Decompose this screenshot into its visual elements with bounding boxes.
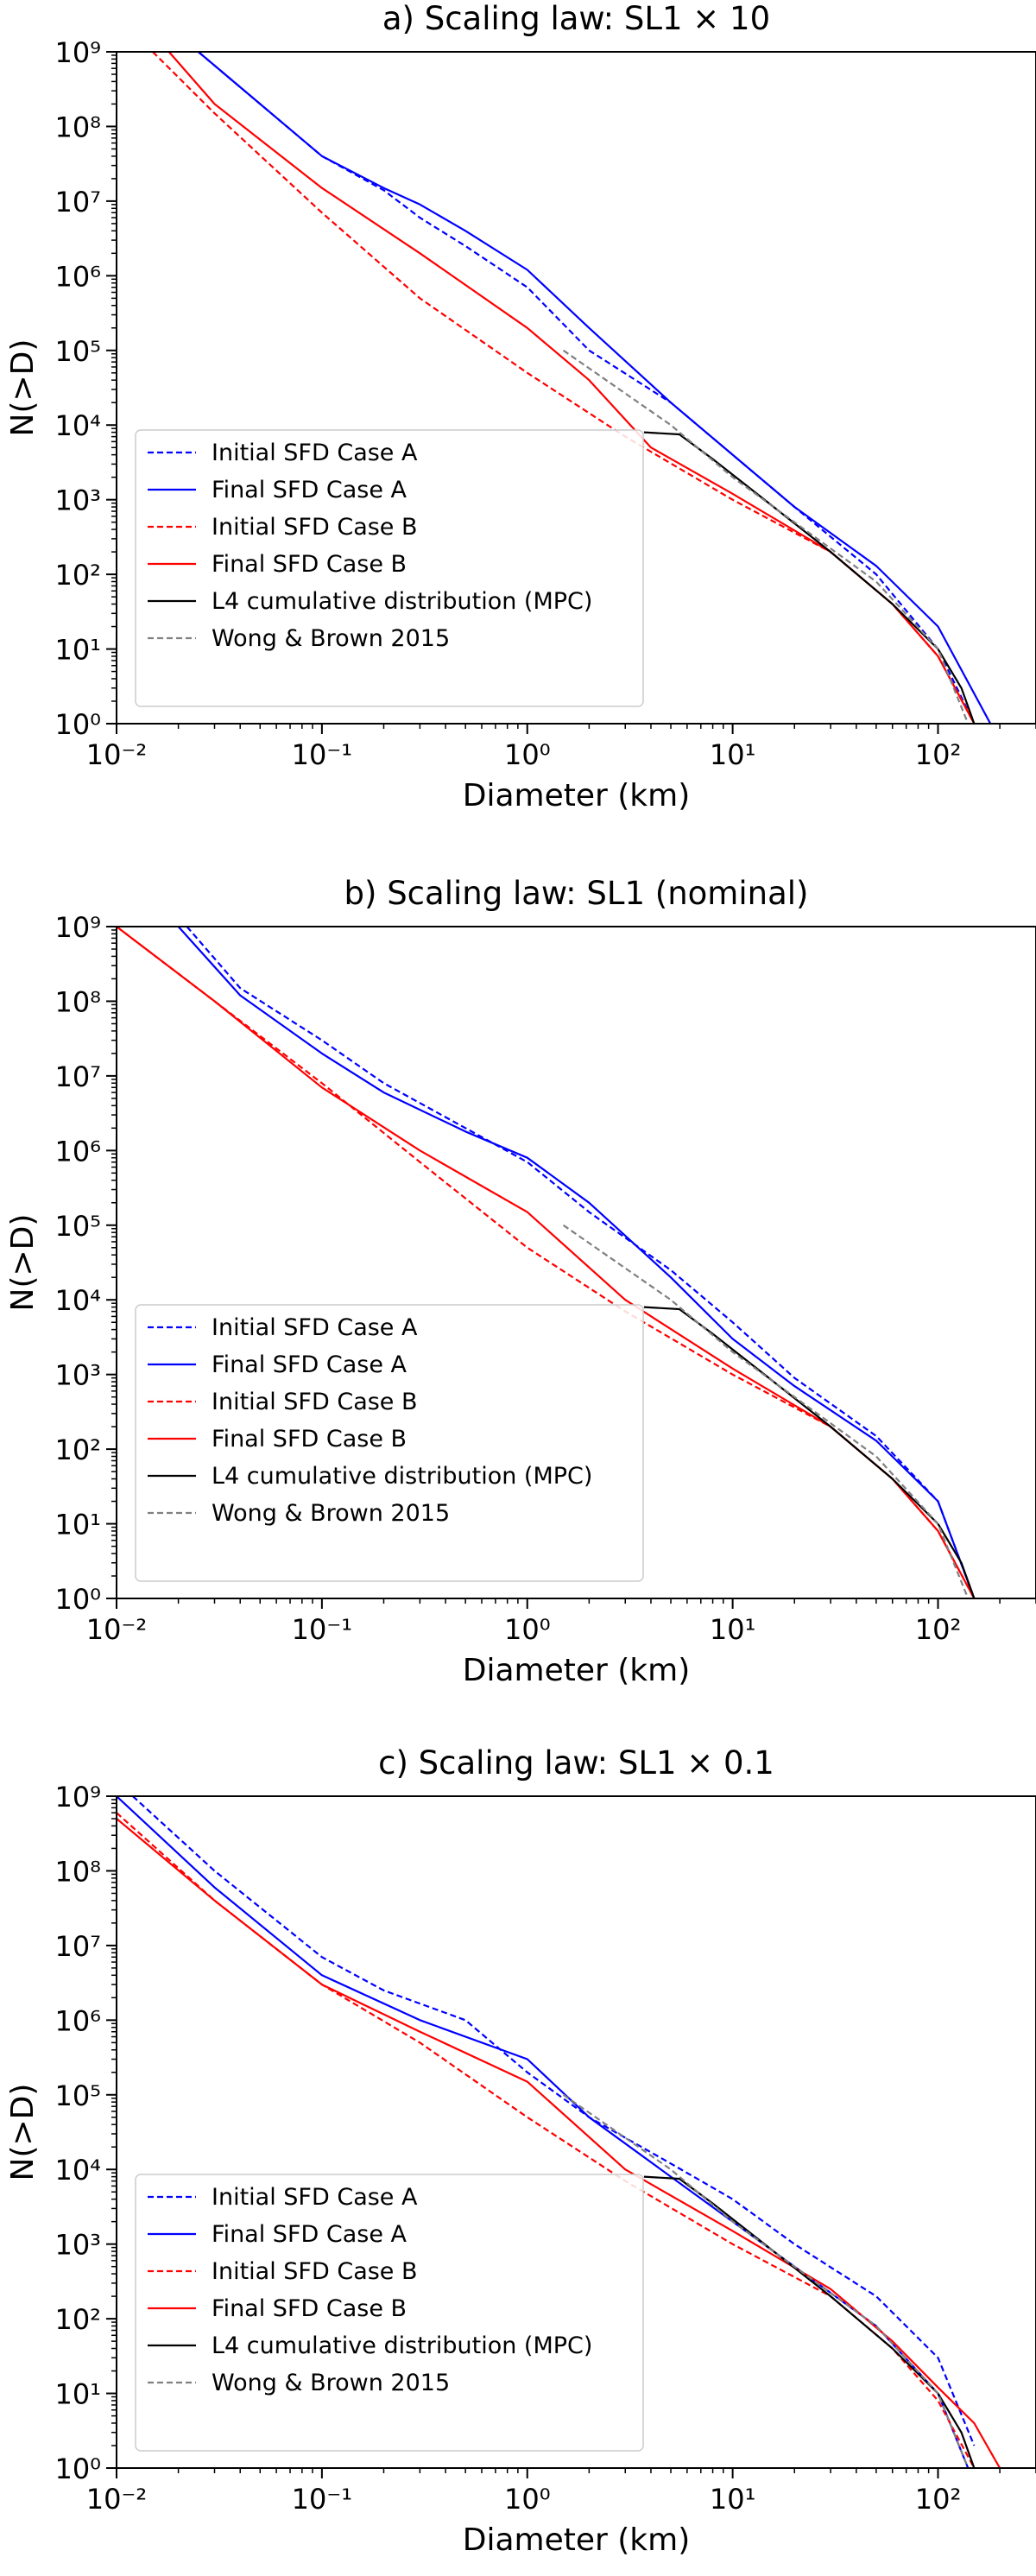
legend-label-final-sfd-case-b: Final SFD Case B [212, 1426, 407, 1453]
series-line-wong-brown-2015 [562, 1224, 970, 1598]
y-tick-label: 10⁰ [54, 708, 101, 741]
chart-panel-1: a) Scaling law: SL1 × 10 10⁻² 10⁻¹ 10⁰ 10¹ 10… [5, 0, 1036, 813]
y-tick-label: 10¹ [54, 634, 101, 667]
plot-frame [116, 1795, 1036, 2469]
x-tick-label: 10⁻¹ [292, 1613, 352, 1646]
legend: Initial SFD Case A Final SFD Case A Initia… [135, 1304, 644, 1582]
legend: Initial SFD Case A Final SFD Case A Initia… [135, 2174, 644, 2452]
plot-frame [116, 926, 1036, 1599]
legend-label-initial-sfd-case-b: Initial SFD Case B [212, 2258, 418, 2285]
series-line-final-sfd-case-a [197, 52, 992, 724]
legend-label-initial-sfd-case-a: Initial SFD Case A [212, 2184, 418, 2211]
y-tick-label: 10⁹ [54, 36, 101, 69]
y-tick-label: 10⁴ [54, 1284, 101, 1317]
x-tick-label: 10⁻² [86, 2483, 147, 2516]
legend-label-l4-cumulative-distribution-mpc: L4 cumulative distribution (MPC) [212, 1463, 592, 1490]
y-tick-label: 10⁰ [54, 1583, 101, 1616]
x-axis-label: Diameter (km) [463, 2522, 691, 2558]
series-line-final-sfd-case-b [117, 1818, 1001, 2468]
y-tick-label: 10² [54, 1434, 101, 1466]
y-tick-label: 10⁸ [54, 111, 101, 143]
x-tick-label: 10² [915, 2483, 962, 2516]
y-tick-label: 10² [54, 559, 101, 592]
y-tick-label: 10¹ [54, 2378, 101, 2411]
y-tick-label: 10¹ [54, 1509, 101, 1541]
y-tick-label: 10⁸ [54, 1855, 101, 1888]
series-line-l4-cumulative-distribution-mpc [643, 431, 976, 724]
legend-box [135, 1304, 644, 1582]
y-tick-label: 10³ [54, 1359, 101, 1392]
legend-label-final-sfd-case-b: Final SFD Case B [212, 2295, 407, 2322]
x-tick-label: 10¹ [710, 2483, 756, 2516]
x-tick-label: 10² [915, 1613, 962, 1646]
legend-box [135, 2174, 644, 2452]
y-tick-label: 10⁷ [54, 1060, 101, 1093]
x-tick-label: 10⁻¹ [292, 738, 352, 771]
legend-label-wong-brown-2015: Wong & Brown 2015 [212, 1500, 450, 1527]
y-tick-label: 10⁶ [54, 2004, 101, 2037]
legend-label-final-sfd-case-b: Final SFD Case B [212, 551, 407, 578]
y-tick-label: 10⁰ [54, 2453, 101, 2485]
legend-label-wong-brown-2015: Wong & Brown 2015 [212, 625, 450, 652]
y-tick-label: 10⁸ [54, 985, 101, 1018]
x-tick-label: 10⁻¹ [292, 2483, 352, 2516]
legend-label-final-sfd-case-a: Final SFD Case A [212, 477, 407, 503]
x-tick-label: 10⁰ [504, 738, 551, 771]
legend-label-l4-cumulative-distribution-mpc: L4 cumulative distribution (MPC) [212, 588, 592, 615]
series-line-wong-brown-2015 [562, 349, 970, 724]
y-tick-label: 10⁶ [54, 260, 101, 293]
y-tick-label: 10⁵ [54, 2079, 101, 2112]
y-tick-label: 10⁵ [54, 335, 101, 368]
series-line-final-sfd-case-b [117, 927, 976, 1598]
y-tick-label: 10⁴ [54, 2154, 101, 2187]
y-tick-label: 10² [54, 2303, 101, 2336]
series-line-wong-brown-2015 [562, 2093, 970, 2468]
plot-frame [116, 51, 1036, 725]
y-axis-label: N(>D) [5, 2084, 41, 2181]
y-tick-label: 10⁶ [54, 1135, 101, 1168]
x-tick-label: 10⁻² [86, 1613, 147, 1646]
y-tick-label: 10⁹ [54, 911, 101, 944]
y-axis-label: N(>D) [5, 339, 41, 437]
series-line-initial-sfd-case-a [186, 927, 976, 1598]
y-tick-label: 10⁹ [54, 1781, 101, 1813]
legend-label-wong-brown-2015: Wong & Brown 2015 [212, 2370, 450, 2396]
y-tick-label: 10³ [54, 484, 101, 517]
legend-label-initial-sfd-case-b: Initial SFD Case B [212, 1389, 418, 1415]
chart-title: b) Scaling law: SL1 (nominal) [344, 875, 809, 912]
legend-label-l4-cumulative-distribution-mpc: L4 cumulative distribution (MPC) [212, 2332, 592, 2359]
y-axis-label: N(>D) [5, 1214, 41, 1312]
x-tick-label: 10⁰ [504, 1613, 551, 1646]
x-tick-label: 10⁰ [504, 2483, 551, 2516]
chart-title: c) Scaling law: SL1 × 0.1 [378, 1744, 774, 1782]
y-tick-label: 10³ [54, 2229, 101, 2262]
x-axis-label: Diameter (km) [463, 778, 691, 813]
legend: Initial SFD Case A Final SFD Case A Initia… [135, 429, 644, 707]
x-tick-label: 10⁻² [86, 738, 147, 771]
chart-panel-2: b) Scaling law: SL1 (nominal) 10⁻² 10⁻¹ 10⁰… [5, 875, 1036, 1688]
series-group [117, 1796, 1001, 2468]
legend-label-initial-sfd-case-a: Initial SFD Case A [212, 440, 418, 466]
x-tick-label: 10¹ [710, 738, 756, 771]
y-tick-label: 10⁷ [54, 1930, 101, 1963]
y-tick-label: 10⁴ [54, 409, 101, 442]
y-tick-label: 10⁷ [54, 186, 101, 218]
chart-title: a) Scaling law: SL1 × 10 [382, 0, 770, 37]
chart-panel-3: c) Scaling law: SL1 × 0.1 10⁻² 10⁻¹ 10⁰ 10¹ 1… [5, 1744, 1036, 2558]
legend-label-final-sfd-case-a: Final SFD Case A [212, 1351, 407, 1378]
x-tick-label: 10² [915, 738, 962, 771]
legend-box [135, 429, 644, 707]
legend-label-initial-sfd-case-a: Initial SFD Case A [212, 1314, 418, 1341]
series-line-final-sfd-case-a [177, 927, 976, 1598]
x-tick-label: 10¹ [710, 1613, 756, 1646]
x-axis-label: Diameter (km) [463, 1653, 691, 1688]
legend-label-initial-sfd-case-b: Initial SFD Case B [212, 514, 418, 541]
y-tick-label: 10⁵ [54, 1210, 101, 1243]
legend-label-final-sfd-case-a: Final SFD Case A [212, 2221, 407, 2248]
